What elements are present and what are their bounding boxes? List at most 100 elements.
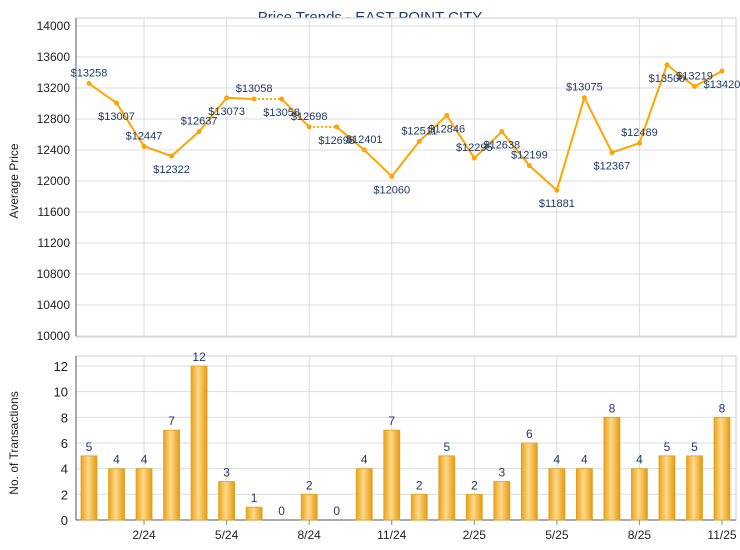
transaction-data-label: 4 bbox=[636, 453, 643, 467]
price-line-segment bbox=[445, 114, 476, 159]
transactions-y-tick-label: 6 bbox=[61, 436, 68, 451]
price-point bbox=[691, 84, 697, 90]
transaction-bar bbox=[383, 429, 401, 521]
transaction-bar bbox=[438, 455, 456, 521]
price-data-label: $12698 bbox=[318, 135, 355, 147]
price-point bbox=[609, 150, 615, 156]
price-line-segment bbox=[473, 130, 503, 159]
transactions-y-tick-label: 0 bbox=[61, 513, 68, 528]
price-point bbox=[499, 129, 505, 135]
price-y-tick-label: 10800 bbox=[37, 267, 71, 281]
transaction-data-label: 5 bbox=[443, 440, 450, 454]
price-line-segment bbox=[170, 130, 200, 157]
price-data-label: $13073 bbox=[208, 106, 245, 118]
transaction-data-label: 4 bbox=[113, 453, 120, 467]
transaction-data-label: 8 bbox=[719, 401, 726, 415]
price-line-segment bbox=[693, 70, 723, 88]
x-tick-label: 11/24 bbox=[377, 528, 406, 542]
price-line-segment bbox=[336, 126, 365, 151]
transaction-bar bbox=[80, 455, 98, 521]
price-line-segment bbox=[390, 140, 421, 177]
transactions-y-tick-label: 2 bbox=[61, 487, 68, 502]
price-data-label: $12846 bbox=[428, 123, 465, 135]
transaction-data-label: 12 bbox=[192, 350, 206, 364]
price-line-segment bbox=[528, 164, 558, 191]
price-y-tick-label: 10400 bbox=[37, 298, 71, 312]
price-data-label: $13058 bbox=[263, 107, 300, 119]
x-tick-label: 8/24 bbox=[297, 528, 321, 542]
transactions-plot-area bbox=[75, 355, 737, 521]
price-point bbox=[196, 129, 202, 135]
transaction-bar bbox=[713, 416, 731, 521]
price-point bbox=[636, 140, 642, 146]
transaction-bar bbox=[631, 468, 648, 521]
transaction-data-label: 4 bbox=[141, 453, 148, 467]
x-tick-label: 5/25 bbox=[545, 528, 569, 542]
transactions-y-tick-label: 12 bbox=[54, 359, 68, 374]
price-y-tick-label: 12800 bbox=[37, 112, 71, 126]
transaction-data-label: 5 bbox=[691, 440, 698, 454]
price-data-label: $12447 bbox=[126, 130, 163, 142]
price-point bbox=[554, 187, 560, 193]
price-line-segment bbox=[363, 149, 393, 178]
price-data-label: $12367 bbox=[594, 161, 631, 173]
price-point bbox=[114, 100, 120, 106]
price-point bbox=[416, 138, 422, 144]
price-data-label: $13420 bbox=[704, 79, 740, 91]
price-plot-area bbox=[75, 17, 737, 338]
x-tick-label: 5/24 bbox=[215, 528, 239, 542]
price-y-tick-label: 12000 bbox=[37, 174, 71, 188]
transaction-data-label: 5 bbox=[86, 440, 93, 454]
price-point bbox=[86, 81, 92, 87]
transaction-data-label: 7 bbox=[168, 414, 175, 428]
price-data-label: $12060 bbox=[373, 184, 410, 196]
transaction-data-label: 8 bbox=[609, 401, 616, 415]
price-point bbox=[361, 147, 367, 153]
transaction-data-label: 0 bbox=[278, 504, 285, 518]
price-data-label: $12199 bbox=[511, 150, 548, 162]
price-data-label: $13258 bbox=[71, 68, 108, 80]
price-line-segment bbox=[198, 97, 228, 133]
transaction-bar bbox=[520, 442, 538, 521]
price-data-label: $11881 bbox=[539, 198, 575, 210]
price-point bbox=[279, 96, 285, 102]
transaction-data-label: 3 bbox=[498, 466, 505, 480]
transaction-data-label: 6 bbox=[526, 427, 533, 441]
transaction-data-label: 4 bbox=[361, 453, 368, 467]
price-point bbox=[389, 173, 395, 179]
price-y-tick-label: 14000 bbox=[37, 19, 71, 33]
price-data-label: $12637 bbox=[181, 116, 218, 128]
price-point bbox=[719, 68, 725, 74]
price-line-segment bbox=[555, 97, 586, 191]
price-line-segment bbox=[638, 64, 668, 144]
transaction-data-label: 2 bbox=[416, 478, 423, 492]
price-y-tick-label: 12400 bbox=[37, 143, 71, 157]
price-point bbox=[334, 124, 340, 130]
price-point bbox=[471, 155, 477, 161]
price-line-segment bbox=[115, 102, 145, 147]
transaction-data-label: 0 bbox=[333, 504, 340, 518]
price-line-segment bbox=[226, 96, 255, 101]
transaction-bar bbox=[300, 493, 318, 521]
transactions-y-tick-label: 10 bbox=[54, 385, 68, 400]
transaction-data-label: 5 bbox=[664, 440, 671, 454]
price-point bbox=[169, 153, 175, 159]
price-data-label: $13219 bbox=[676, 71, 713, 83]
price-data-label: $12511 bbox=[401, 125, 437, 137]
price-point bbox=[526, 163, 532, 169]
transaction-bar bbox=[190, 365, 208, 521]
price-data-label: $13500 bbox=[649, 73, 686, 85]
price-y-axis-label: Average Price bbox=[7, 143, 21, 218]
x-tick-label: 2/25 bbox=[463, 528, 487, 542]
price-data-label: $13075 bbox=[566, 82, 603, 94]
price-point bbox=[306, 124, 312, 130]
transaction-bar bbox=[218, 481, 236, 521]
transaction-bar bbox=[163, 429, 180, 521]
price-y-tick-label: 13200 bbox=[37, 81, 71, 95]
price-data-label: $12295 bbox=[456, 142, 493, 154]
price-y-tick-label: 11600 bbox=[38, 205, 71, 219]
price-data-label: $13058 bbox=[236, 83, 273, 95]
price-data-label: $12638 bbox=[483, 140, 520, 152]
price-point bbox=[141, 143, 147, 149]
price-data-label: $12322 bbox=[153, 164, 190, 176]
